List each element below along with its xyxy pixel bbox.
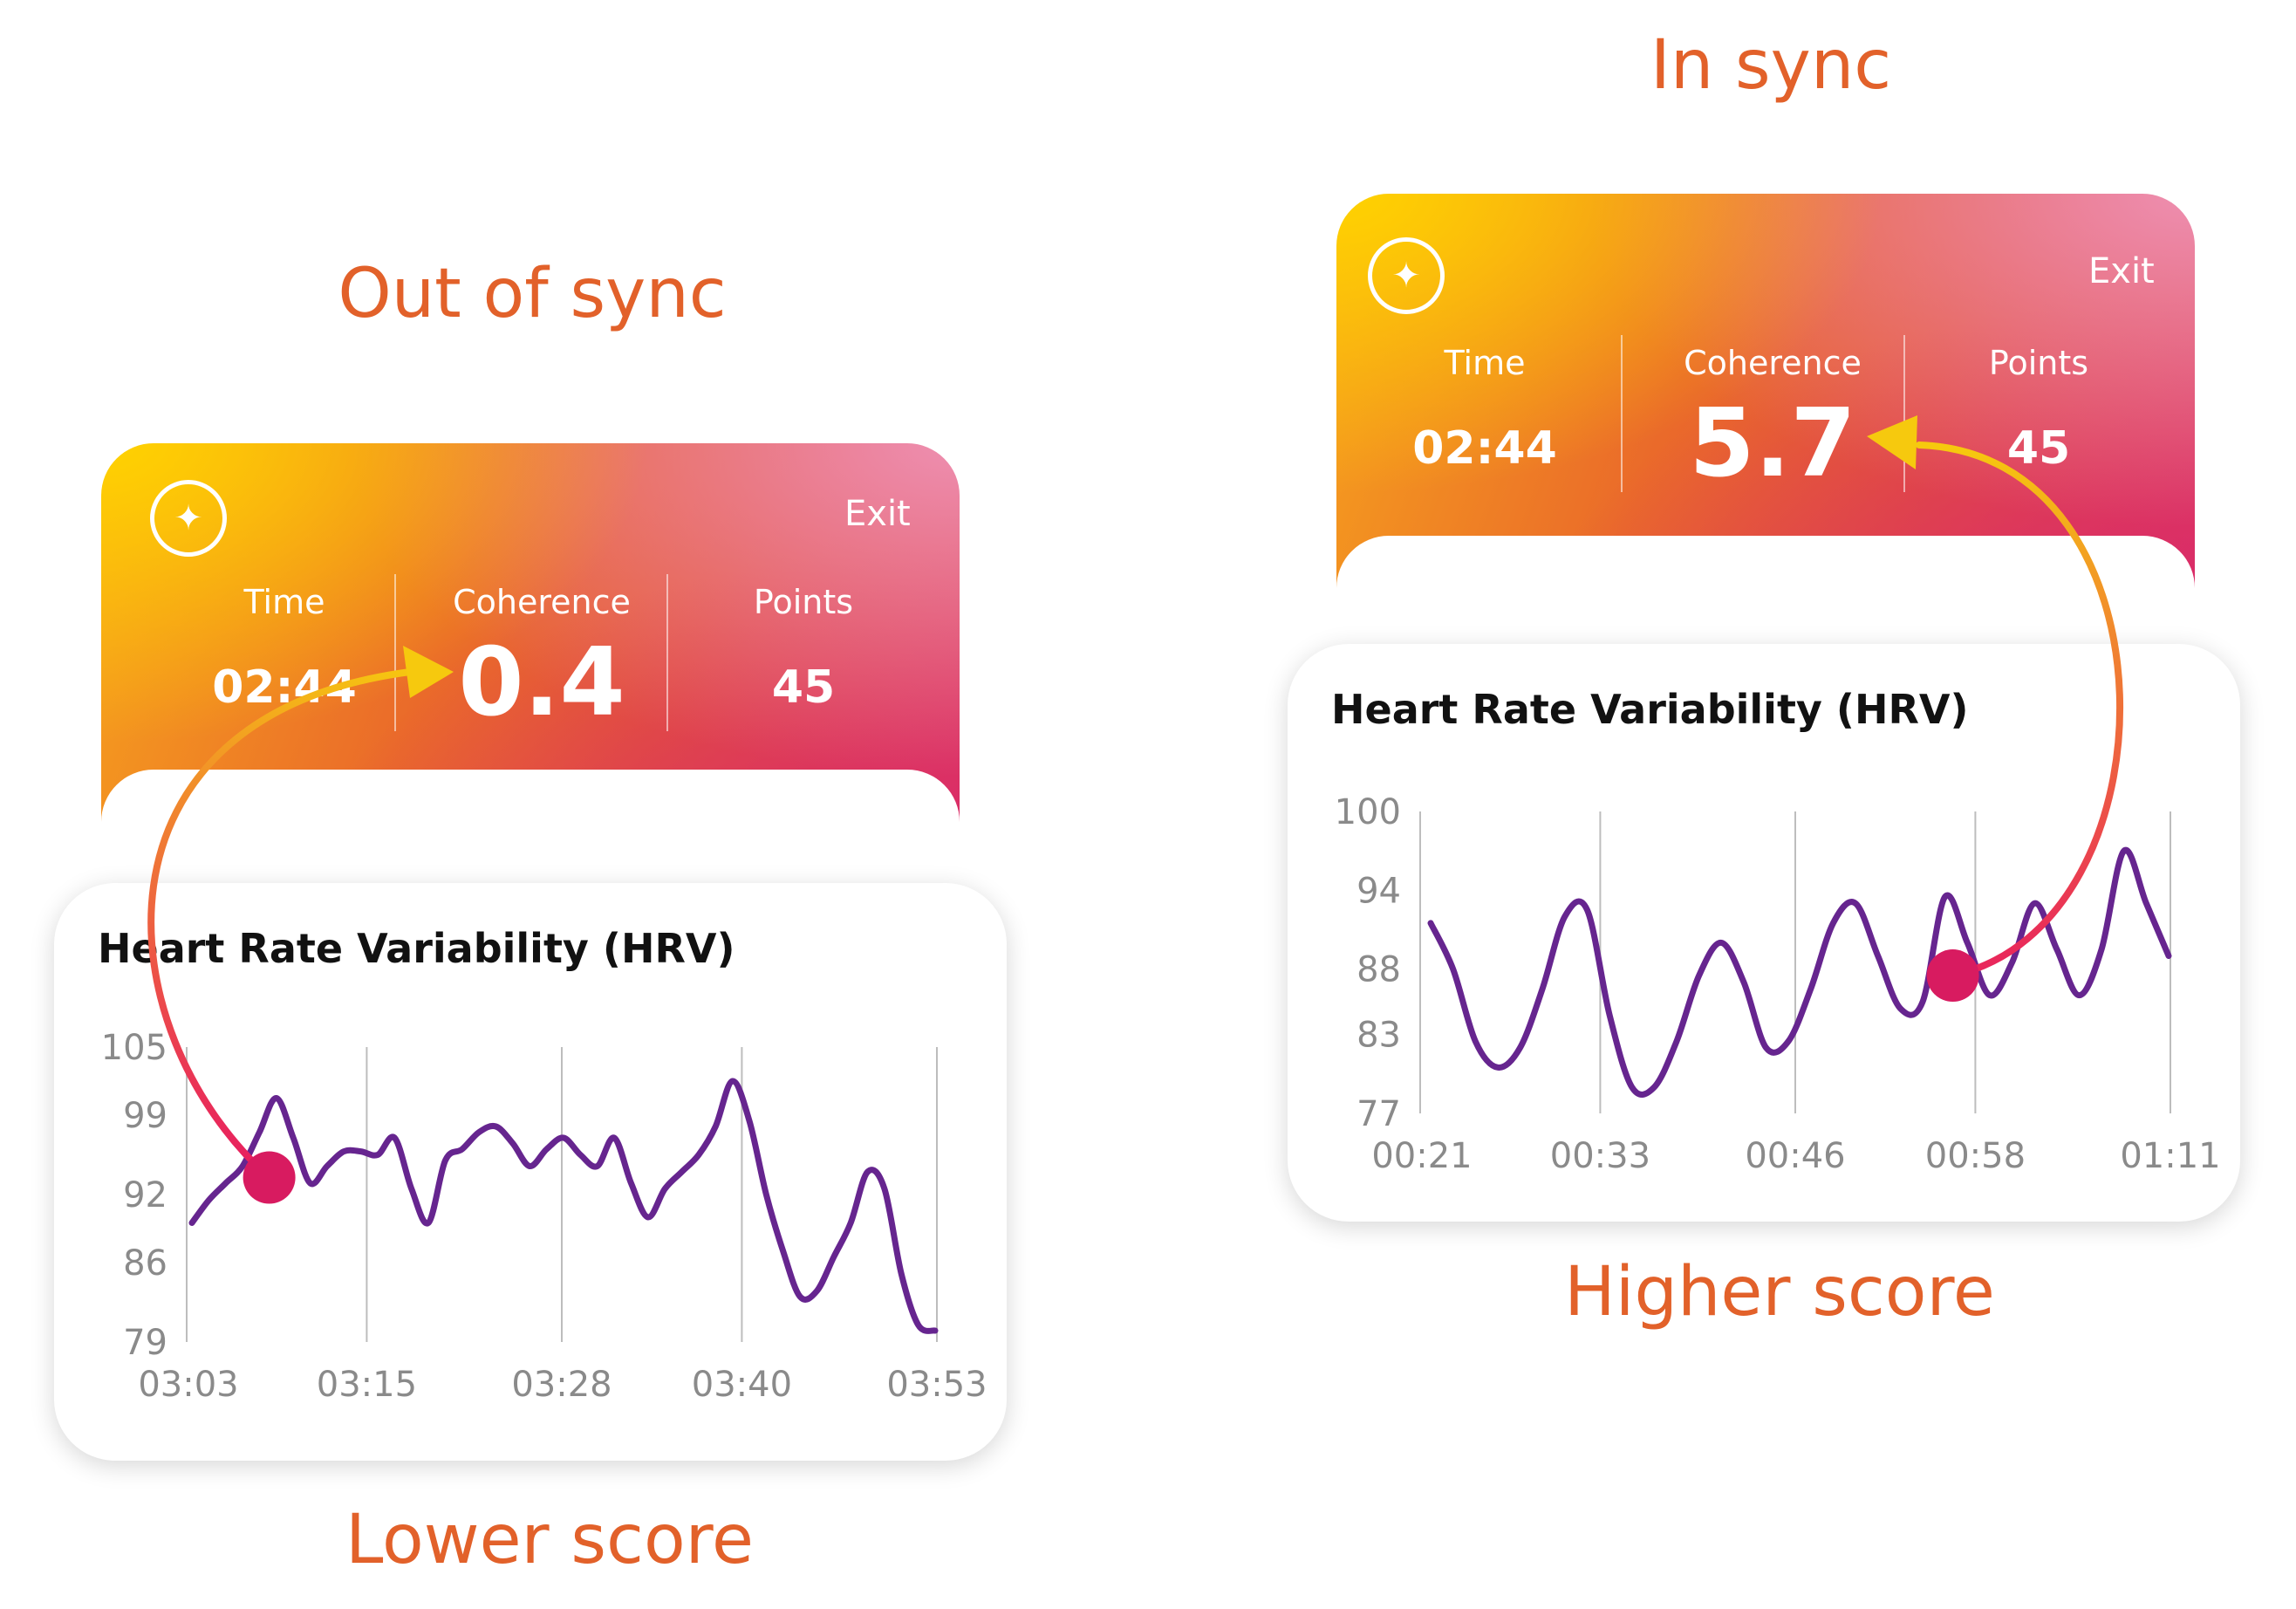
time-label: Time [1444,344,1526,382]
left-session-header: ✦ Exit Time 02:44 Coherence 0.4 Points 4… [101,443,960,914]
left-top-caption: Out of sync [338,255,727,333]
left-bottom-caption: Lower score [345,1501,755,1579]
stat-divider [666,574,668,731]
sparkle-icon[interactable]: ✦ [1368,237,1445,314]
points-value: 45 [2006,422,2071,475]
time-value: 02:44 [1412,422,1557,475]
left-hrv-card: Heart Rate Variability (HRV) [54,883,1007,1461]
points-label: Points [1988,344,2089,382]
time-value: 02:44 [212,661,357,714]
stat-divider [394,574,396,731]
coherence-label: Coherence [453,583,631,621]
right-top-caption: In sync [1650,26,1892,105]
hrv-card-title: Heart Rate Variability (HRV) [1331,686,1969,733]
right-hrv-card: Heart Rate Variability (HRV) [1288,644,2240,1222]
coherence-value: 5.7 [1689,389,1856,498]
coherence-label: Coherence [1684,344,1862,382]
time-label: Time [243,583,325,621]
hrv-card-title: Heart Rate Variability (HRV) [98,925,735,972]
sparkle-icon[interactable]: ✦ [150,480,227,557]
points-value: 45 [771,661,836,714]
exit-button[interactable]: Exit [844,494,911,534]
coherence-value: 0.4 [458,628,625,737]
points-label: Points [753,583,854,621]
exit-button[interactable]: Exit [2088,251,2155,291]
stat-divider [1903,335,1905,492]
right-session-header: ✦ Exit Time 02:44 Coherence 5.7 Points 4… [1336,194,2195,665]
right-bottom-caption: Higher score [1564,1253,1995,1332]
stat-divider [1621,335,1623,492]
